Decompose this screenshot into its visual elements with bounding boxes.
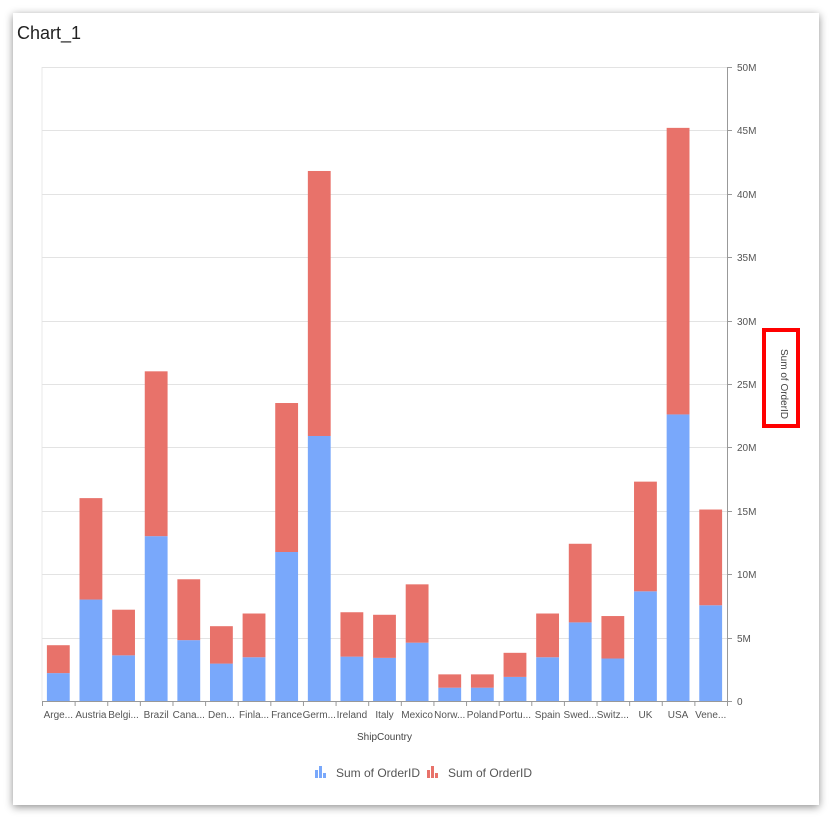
legend-label-series2: Sum of OrderID (448, 766, 532, 780)
y-axis-title: Sum of OrderID (778, 349, 789, 419)
bar-series2 (177, 579, 201, 641)
x-tick-label: Vene... (695, 710, 726, 721)
bar-series2 (405, 584, 429, 643)
x-tick-label: Switz... (597, 710, 629, 721)
bar-series1 (275, 552, 299, 701)
bar-series1 (470, 687, 494, 701)
bar-series1 (405, 642, 429, 701)
bar-series2 (46, 645, 70, 674)
y-tick-label: 30M (737, 317, 756, 328)
y-tick-label: 5M (737, 634, 751, 645)
y-tick-label: 15M (737, 507, 756, 518)
bar-series1 (699, 605, 723, 701)
bar-series1 (601, 658, 625, 701)
bar-series1 (536, 657, 560, 701)
y-tick-label: 45M (737, 126, 756, 137)
y-axis-title-highlight (762, 328, 800, 428)
bar-series2 (601, 616, 625, 659)
x-tick-label: Germ... (303, 710, 336, 721)
bar-series2 (242, 613, 266, 658)
x-tick-label: Italy (375, 710, 393, 721)
bar-series1 (634, 591, 657, 701)
x-tick-label: Cana... (173, 710, 205, 721)
bar-series2 (666, 127, 690, 415)
x-tick-label: UK (638, 710, 652, 721)
x-tick-label: Ireland (337, 710, 368, 721)
bar-series2 (568, 543, 592, 623)
x-tick-label: Austria (75, 710, 107, 721)
x-tick-label: Brazil (144, 710, 169, 721)
x-tick-label: France (271, 710, 303, 721)
chart-title: Chart_1 (17, 23, 82, 43)
x-axis-title: ShipCountry (357, 732, 412, 743)
bar-series1 (46, 673, 70, 701)
bar-series2 (438, 674, 462, 688)
x-tick-label: Swed... (564, 710, 597, 721)
legend-icon-series2 (431, 766, 434, 778)
x-tick-label: USA (668, 710, 689, 721)
bar-series1 (340, 656, 364, 701)
bar-series1 (144, 536, 168, 701)
legend-icon-series2 (435, 773, 438, 778)
x-tick-label: Den... (208, 710, 235, 721)
bar-series2 (634, 481, 657, 592)
bar-series2 (536, 613, 560, 658)
y-tick-label: 20M (737, 443, 756, 454)
bar-series2 (503, 652, 527, 677)
legend-icon-series1 (319, 766, 322, 778)
x-tick-label: Norw... (434, 710, 465, 721)
bar-series2 (275, 403, 299, 553)
y-tick-label: 0 (737, 697, 743, 708)
bar-series1 (79, 599, 103, 701)
bar-series1 (438, 687, 462, 701)
bar-series2 (340, 612, 364, 657)
bar-series2 (307, 170, 331, 436)
x-tick-label: Spain (535, 710, 561, 721)
bar-series2 (112, 609, 135, 656)
bar-series1 (373, 657, 396, 701)
y-tick-label: 10M (737, 570, 756, 581)
bar-series2 (470, 674, 494, 688)
bar-series2 (373, 614, 396, 658)
bar-series1 (242, 657, 266, 701)
bar-series1 (307, 435, 331, 701)
y-tick-label: 50M (737, 63, 756, 74)
bar-series2 (209, 626, 233, 664)
x-tick-label: Arge... (44, 710, 73, 721)
legend-icon-series1 (323, 773, 326, 778)
bar-series1 (666, 414, 690, 701)
x-tick-label: Finla... (239, 710, 269, 721)
legend-icon-series2 (427, 770, 430, 778)
x-tick-label: Portu... (499, 710, 531, 721)
bar-series1 (177, 640, 201, 701)
y-tick-label: 25M (737, 380, 756, 391)
bar-series1 (503, 676, 527, 701)
bar-series1 (568, 622, 592, 701)
bar-series1 (112, 655, 135, 701)
x-tick-label: Poland (467, 710, 498, 721)
y-tick-label: 40M (737, 190, 756, 201)
x-tick-label: Belgi... (108, 710, 139, 721)
bar-series2 (144, 371, 168, 537)
bar-series2 (79, 498, 103, 600)
y-tick-label: 35M (737, 253, 756, 264)
x-tick-label: Mexico (401, 710, 433, 721)
legend-label-series1: Sum of OrderID (336, 766, 420, 780)
bar-series2 (699, 509, 723, 606)
bar-series1 (209, 663, 233, 701)
legend-icon-series1 (315, 770, 318, 778)
